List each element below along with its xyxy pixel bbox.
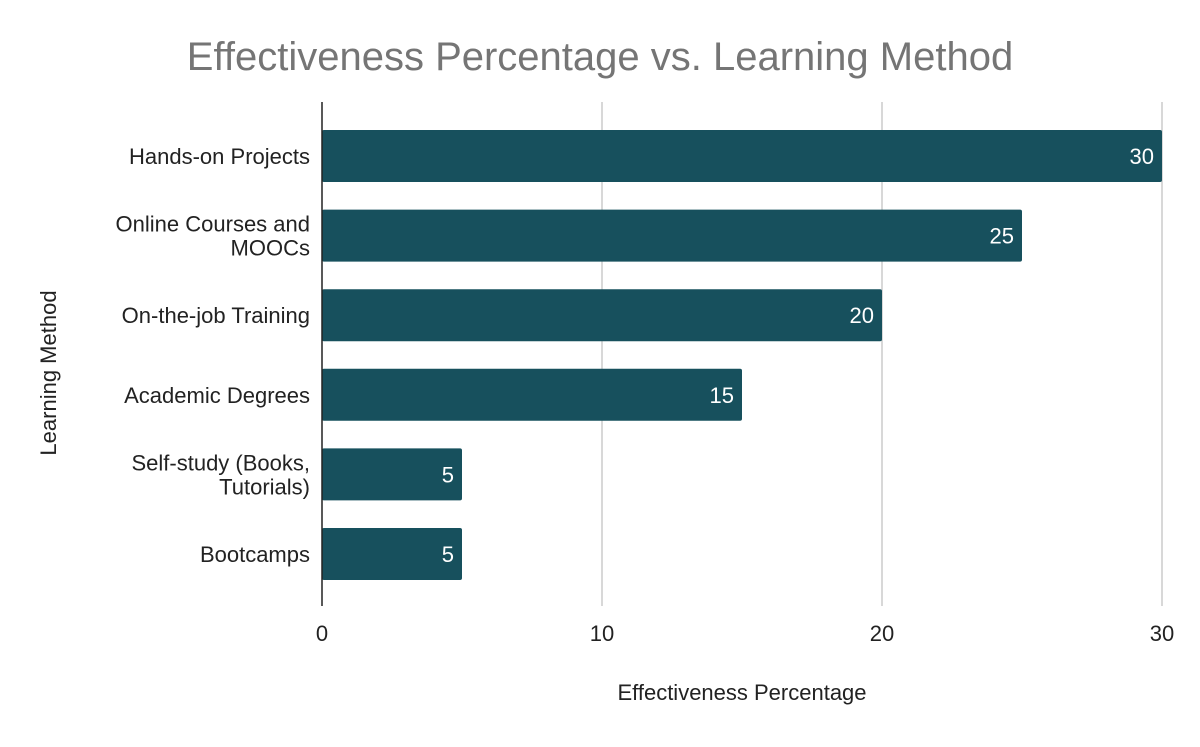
x-tick-label-0: 0 bbox=[316, 621, 328, 646]
data-label-4: 5 bbox=[442, 462, 454, 487]
bar-1 bbox=[322, 209, 1022, 262]
x-tick-label-20: 20 bbox=[870, 621, 894, 646]
grid-lines bbox=[601, 102, 1163, 606]
bars bbox=[322, 130, 1162, 580]
x-axis-title: Effectiveness Percentage bbox=[617, 680, 866, 705]
category-label-0: Hands-on Projects bbox=[129, 144, 310, 169]
data-label-5: 5 bbox=[442, 542, 454, 567]
x-tick-labels: 0 10 20 30 bbox=[316, 621, 1174, 646]
data-label-1: 25 bbox=[990, 224, 1014, 249]
category-label-5: Bootcamps bbox=[200, 542, 310, 567]
category-label-4-line-1: Tutorials) bbox=[219, 474, 310, 499]
category-label-4-line-0: Self-study (Books, bbox=[131, 450, 310, 475]
bar-2 bbox=[322, 289, 882, 342]
data-labels: 30 25 20 15 5 5 bbox=[442, 144, 1154, 567]
bar-4 bbox=[322, 448, 462, 501]
chart-title: Effectiveness Percentage vs. Learning Me… bbox=[187, 35, 1013, 79]
x-tick-label-30: 30 bbox=[1150, 621, 1174, 646]
y-axis-title: Learning Method bbox=[36, 290, 61, 455]
category-labels: Hands-on Projects Online Courses andMOOCs… bbox=[116, 144, 310, 567]
x-tick-label-10: 10 bbox=[590, 621, 614, 646]
data-label-3: 15 bbox=[710, 383, 734, 408]
category-label-1-line-1: MOOCs bbox=[231, 236, 310, 261]
category-label-3: Academic Degrees bbox=[124, 383, 310, 408]
bar-3 bbox=[322, 368, 742, 421]
bar-5 bbox=[322, 528, 462, 580]
data-label-2: 20 bbox=[850, 303, 874, 328]
bar-0 bbox=[322, 130, 1162, 182]
category-label-2: On-the-job Training bbox=[122, 303, 310, 328]
data-label-0: 30 bbox=[1130, 144, 1154, 169]
category-label-1-line-0: Online Courses and bbox=[116, 212, 310, 237]
